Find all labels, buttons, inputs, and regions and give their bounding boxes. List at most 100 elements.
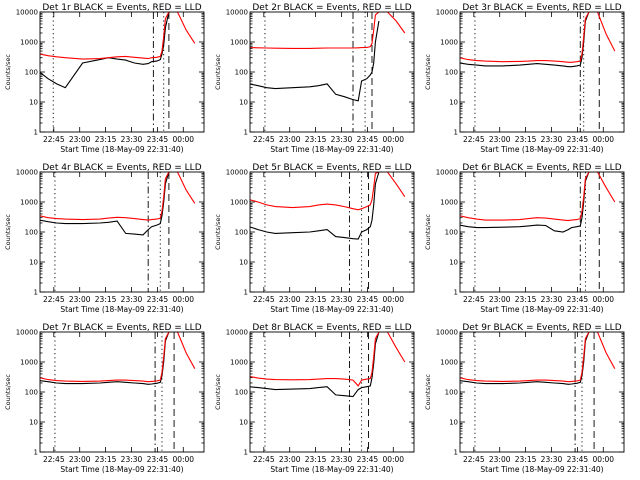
x-axis-label: Start Time (18-May-09 22:31:40) <box>480 305 603 314</box>
plot-frame <box>249 171 415 293</box>
x-axis-label: Start Time (18-May-09 22:31:40) <box>270 465 393 474</box>
x-tick-label: 23:45 <box>357 295 379 304</box>
y-axis-label: Counts/sec <box>4 54 12 90</box>
y-tick-label: 1000 <box>440 359 458 367</box>
events-series-line <box>460 12 590 68</box>
y-axis-label: Counts/sec <box>424 214 432 250</box>
x-tick-label: 23:15 <box>95 295 117 304</box>
y-tick-label: 100 <box>445 229 458 237</box>
y-tick-label: 10000 <box>226 9 248 17</box>
y-tick-label: 10000 <box>16 9 38 17</box>
plot-area <box>40 12 196 132</box>
x-tick-label: 23:45 <box>147 455 169 464</box>
chart-panel: Det 8r BLACK = Events, RED = LLD Counts/s… <box>214 323 415 474</box>
lld-series-line <box>40 172 196 221</box>
y-tick-label: 10 <box>239 419 248 427</box>
y-tick-label: 1 <box>244 289 248 297</box>
y-tick-label: 1 <box>454 449 458 457</box>
x-tick-label: 23:45 <box>147 295 169 304</box>
y-axis-label: Counts/sec <box>4 214 12 250</box>
chart-title: Det 3r BLACK = Events, RED = LLD <box>462 3 621 13</box>
y-tick-label: 1000 <box>230 199 248 207</box>
lld-series-line <box>250 332 406 387</box>
plot-frame <box>39 171 205 293</box>
y-tick-label: 10 <box>29 419 38 427</box>
plot-frame <box>39 11 205 133</box>
y-tick-label: 10 <box>449 99 458 107</box>
y-tick-label: 100 <box>235 69 248 77</box>
x-tick-label: 22:45 <box>463 135 485 144</box>
chart-panel: Det 3r BLACK = Events, RED = LLD Counts/s… <box>424 3 625 154</box>
x-tick-label: 23:15 <box>305 455 327 464</box>
x-tick-label: 23:00 <box>69 455 91 464</box>
chart-panel: Det 7r BLACK = Events, RED = LLD Counts/s… <box>4 323 205 474</box>
y-tick-label: 100 <box>235 389 248 397</box>
x-tick-label: 22:45 <box>253 295 275 304</box>
x-tick-label: 23:30 <box>331 455 353 464</box>
events-series-line <box>460 332 590 385</box>
y-tick-label: 100 <box>445 69 458 77</box>
y-tick-label: 10 <box>29 99 38 107</box>
y-axis-label: Counts/sec <box>424 54 432 90</box>
x-tick-label: 22:45 <box>463 295 485 304</box>
x-tick-label: 00:00 <box>172 295 194 304</box>
chart-title: Det 2r BLACK = Events, RED = LLD <box>252 3 411 13</box>
y-axis-label: Counts/sec <box>214 54 222 90</box>
x-tick-label: 23:00 <box>279 135 301 144</box>
x-tick-label: 23:15 <box>515 295 537 304</box>
y-tick-label: 1000 <box>440 39 458 47</box>
plot-frame <box>459 331 625 453</box>
y-axis-label: Counts/sec <box>214 214 222 250</box>
x-tick-label: 23:45 <box>567 295 589 304</box>
y-tick-label: 10000 <box>16 169 38 177</box>
lld-series-line <box>460 172 616 222</box>
x-axis-label: Start Time (18-May-09 22:31:40) <box>60 145 183 154</box>
x-tick-label: 23:00 <box>489 295 511 304</box>
plot-frame <box>39 331 205 453</box>
y-tick-label: 1000 <box>230 39 248 47</box>
lld-series-line <box>250 172 406 211</box>
y-tick-label: 1 <box>34 449 38 457</box>
plot-area <box>460 332 616 452</box>
y-tick-label: 10 <box>29 259 38 267</box>
x-tick-label: 23:30 <box>541 135 563 144</box>
x-tick-label: 22:45 <box>253 455 275 464</box>
y-tick-label: 100 <box>25 69 38 77</box>
y-tick-label: 100 <box>25 229 38 237</box>
y-tick-label: 1000 <box>230 359 248 367</box>
y-axis-label: Counts/sec <box>214 374 222 410</box>
x-tick-label: 00:00 <box>592 135 614 144</box>
y-tick-label: 10 <box>449 259 458 267</box>
chart-title: Det 9r BLACK = Events, RED = LLD <box>462 323 621 333</box>
y-tick-label: 10000 <box>436 329 458 337</box>
x-tick-label: 23:15 <box>515 455 537 464</box>
x-tick-label: 22:45 <box>253 135 275 144</box>
x-tick-label: 23:15 <box>305 295 327 304</box>
x-tick-label: 00:00 <box>172 455 194 464</box>
plot-area <box>250 332 406 452</box>
x-tick-label: 22:45 <box>43 295 65 304</box>
y-tick-label: 1000 <box>440 199 458 207</box>
events-series-line <box>460 172 590 233</box>
plot-frame <box>249 331 415 453</box>
y-tick-label: 10 <box>239 259 248 267</box>
y-tick-label: 1 <box>244 449 248 457</box>
y-tick-label: 1000 <box>20 199 38 207</box>
x-tick-label: 23:15 <box>95 135 117 144</box>
y-tick-label: 10000 <box>16 329 38 337</box>
y-tick-label: 1 <box>454 129 458 137</box>
x-tick-label: 23:30 <box>541 455 563 464</box>
events-series-line <box>250 172 380 240</box>
chart-panel: Det 6r BLACK = Events, RED = LLD Counts/s… <box>424 163 625 314</box>
x-tick-label: 23:45 <box>147 135 169 144</box>
x-tick-label: 00:00 <box>382 135 404 144</box>
x-tick-label: 22:45 <box>43 455 65 464</box>
y-tick-label: 1000 <box>20 359 38 367</box>
y-tick-label: 100 <box>25 389 38 397</box>
x-tick-label: 23:30 <box>331 135 353 144</box>
x-tick-label: 23:30 <box>121 135 143 144</box>
x-tick-label: 22:45 <box>43 135 65 144</box>
x-tick-label: 23:45 <box>567 135 589 144</box>
y-tick-label: 10 <box>239 99 248 107</box>
y-axis-label: Counts/sec <box>4 374 12 410</box>
